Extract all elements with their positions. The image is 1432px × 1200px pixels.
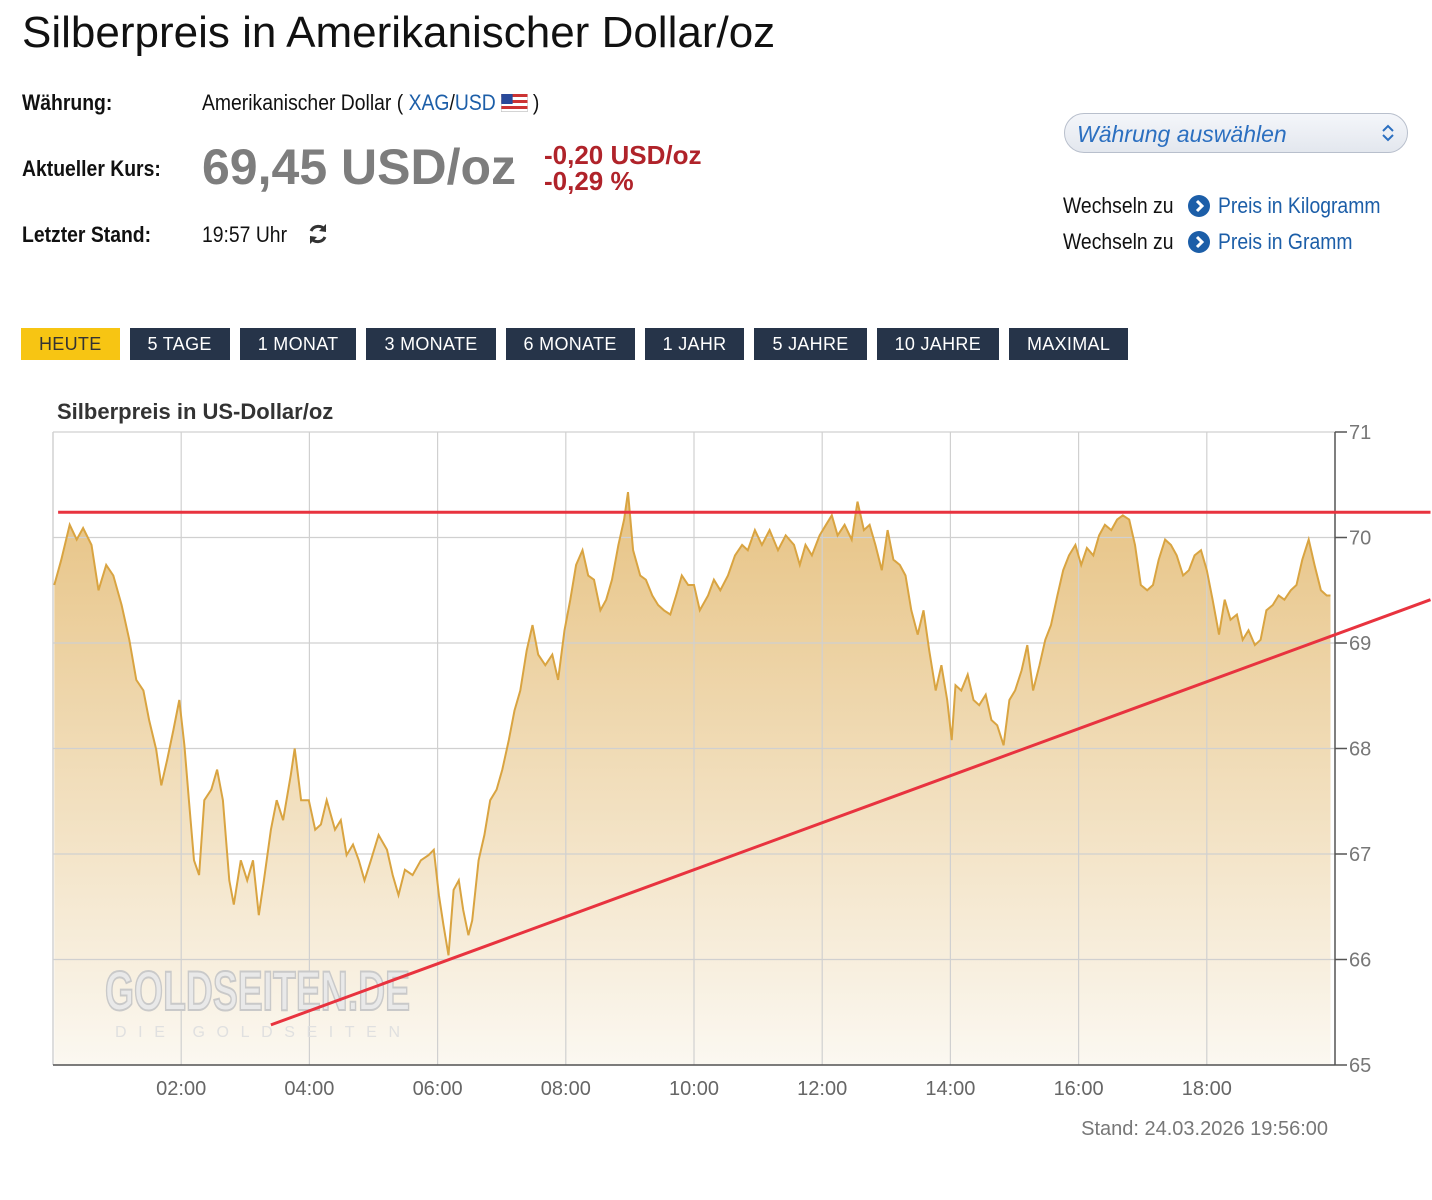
range-tab[interactable]: 5 TAGE [129, 328, 230, 360]
link[interactable]: XAG [408, 90, 450, 115]
link[interactable]: Preis in Kilogramm [1218, 193, 1381, 218]
text: / [449, 90, 455, 115]
text: Amerikanischer Dollar ( [202, 90, 404, 115]
link[interactable]: Preis in Gramm [1218, 229, 1353, 254]
select-text: Währung auswählen [1077, 121, 1287, 147]
link[interactable]: USD [454, 90, 496, 115]
y-tick-label: 69 [1349, 633, 1371, 655]
range-tab[interactable]: 10 JAHRE [876, 328, 1000, 360]
x-tick-label: 12:00 [797, 1078, 847, 1100]
page-title: Silberpreis in Amerikanischer Dollar/oz [22, 8, 776, 57]
y-tick-label: 65 [1349, 1055, 1371, 1077]
text: Wechseln zu [1063, 193, 1174, 218]
range-tab[interactable]: 6 MONATE [505, 328, 635, 360]
x-tick-label: 14:00 [925, 1078, 975, 1100]
trend-line [270, 598, 1432, 1027]
label: Letzter Stand: [22, 222, 152, 247]
x-tick-label: 04:00 [284, 1078, 334, 1100]
time: 19:57 Uhr [202, 222, 288, 247]
chart-footnote: Stand: 24.03.2026 19:56:00 [1081, 1118, 1328, 1140]
range-tab[interactable]: 5 JAHRE [754, 328, 867, 360]
currency-info: Amerikanischer Dollar ( XAG/USD ) [202, 90, 539, 116]
x-tick-label: 08:00 [541, 1078, 591, 1100]
range-tab[interactable]: 3 MONATE [366, 328, 496, 360]
change-percent: -0,29 % [544, 166, 634, 196]
y-tick-label: 70 [1349, 528, 1371, 550]
x-tick-label: 16:00 [1054, 1078, 1104, 1100]
currency-select[interactable]: Währung auswählen [1064, 113, 1408, 153]
area-fill [54, 492, 1331, 1066]
chart-title: Silberpreis in US-Dollar/oz [57, 399, 333, 424]
label: Aktueller Kurs: [22, 156, 161, 181]
text: Wechseln zu [1063, 229, 1174, 254]
y-tick-label: 68 [1349, 739, 1371, 761]
price-line [53, 491, 1331, 956]
y-tick-label: 71 [1349, 422, 1371, 444]
link-icon [1188, 195, 1210, 217]
range-tab[interactable]: MAXIMAL [1009, 328, 1129, 360]
link-icon [1188, 231, 1210, 253]
y-tick-label: 67 [1349, 844, 1371, 866]
flag-icon [500, 93, 528, 113]
y-tick-label: 66 [1349, 950, 1371, 972]
range-tab[interactable]: 1 MONAT [239, 328, 357, 360]
refresh-icon[interactable] [306, 222, 330, 246]
x-tick-label: 02:00 [156, 1078, 206, 1100]
price: 69,45 USD/oz [202, 139, 517, 195]
range-tab[interactable]: 1 JAHR [644, 328, 745, 360]
x-tick-label: 10:00 [669, 1078, 719, 1100]
x-tick-label: 06:00 [413, 1078, 463, 1100]
text: ) [532, 90, 540, 115]
label: Währung: [22, 90, 113, 115]
range-tabs: HEUTE 5 TAGE 1 MONAT 3 MONATE 6 MONATE 1 JAHR… [21, 328, 1129, 360]
select-arrows [1382, 124, 1394, 142]
range-tab[interactable]: HEUTE [21, 328, 120, 360]
x-tick-label: 18:00 [1182, 1078, 1232, 1100]
watermark: GOLDSEITEN.DE [105, 959, 410, 1022]
change-absolute: -0,20 USD/oz [544, 140, 702, 170]
